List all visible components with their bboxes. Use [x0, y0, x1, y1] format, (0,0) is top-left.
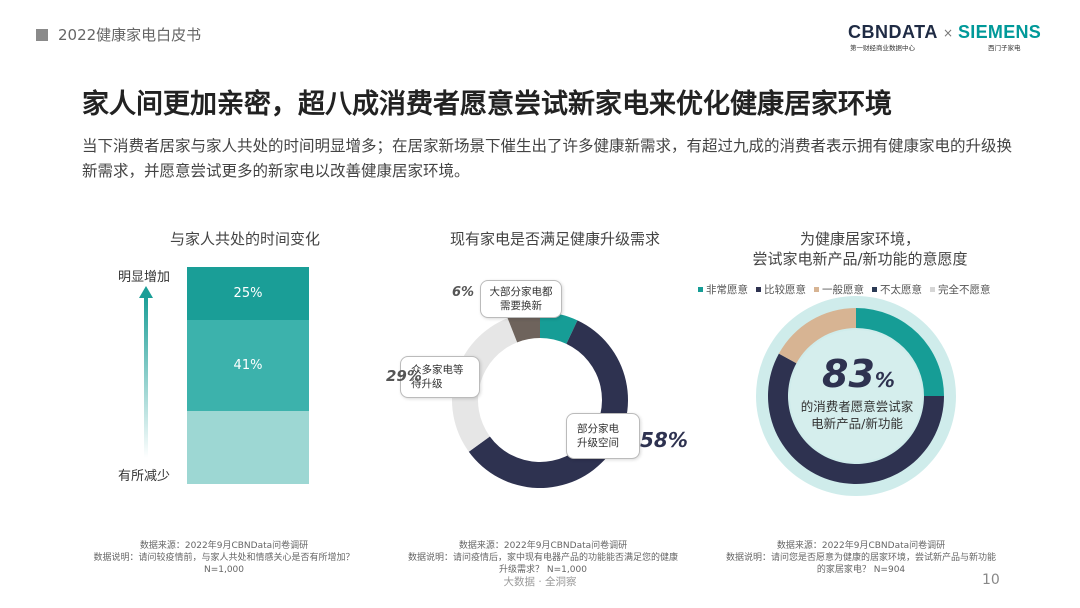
- source-line: 数据来源：2022年9月CBNData问卷调研: [776, 541, 946, 551]
- center-stat: 83 %: [822, 352, 895, 396]
- donut-slice: [778, 308, 856, 364]
- segment-label: 41%: [233, 358, 263, 373]
- axis-bottom-label: 有所减少: [118, 469, 171, 484]
- legend-swatch: [756, 287, 761, 292]
- lead-paragraph: 当下消费者居家与家人共处的时间明显增多；在居家新场景下催生出了许多健康新需求，有…: [82, 137, 1013, 180]
- stack-segment-top: 25%: [187, 267, 309, 320]
- segment-label: 25%: [233, 286, 263, 301]
- source-line: 数据来源：2022年9月CBNData问卷调研: [458, 541, 628, 551]
- center-caption-line: 电新产品/新功能: [811, 416, 903, 431]
- legend-item: 比较愿意: [756, 282, 806, 297]
- center-stat-number: 83: [822, 352, 875, 396]
- legend-swatch: [872, 287, 877, 292]
- donut-slice: [540, 312, 578, 344]
- legend-label: 一般愿意: [822, 284, 864, 296]
- source-line: 数据说明：请问疫情后，家中现有电器产品的功能能否满足您的健康: [407, 553, 678, 563]
- callout-text: 部分家电升级空间: [577, 423, 619, 449]
- mid-donut-chart: [452, 312, 628, 488]
- header-square-icon: [36, 28, 48, 41]
- center-caption: 的消费者愿意尝试家 电新产品/新功能: [790, 398, 924, 432]
- center-stat-percent: %: [874, 368, 895, 392]
- legend-label: 完全不愿意: [938, 284, 991, 296]
- legend-item: 不太愿意: [872, 282, 922, 297]
- legend-item: 一般愿意: [814, 282, 864, 297]
- right-panel-title-1: 为健康居家环境，: [799, 230, 920, 248]
- center-caption-line: 的消费者愿意尝试家: [800, 399, 914, 414]
- donut-slice: [856, 308, 944, 396]
- pct-29: 29%: [386, 367, 422, 385]
- callout-text: 众多家电等待升级: [411, 364, 464, 390]
- siemens-logo: SIEMENS: [958, 22, 1042, 42]
- source-line: N=1,000: [203, 565, 245, 575]
- donut-slice: [452, 318, 518, 452]
- donut-slice: [507, 312, 540, 343]
- legend-label: 比较愿意: [764, 284, 806, 296]
- callout-many-wait: 众多家电等待升级: [400, 356, 480, 398]
- source-line: 数据说明：请问您是否愿意为健康的居家环境，尝试新产品与新功能: [725, 553, 996, 563]
- source-line: 升级需求？ N=1,000: [499, 565, 587, 575]
- cbndata-logo-sub: 第一财经商业数据中心: [850, 44, 915, 52]
- legend-item: 非常愿意: [698, 282, 748, 297]
- legend-item: 完全不愿意: [930, 282, 991, 297]
- axis-top-label: 明显增加: [118, 270, 171, 285]
- legend-swatch: [698, 287, 703, 292]
- legend-swatch: [814, 287, 819, 292]
- source-line: 的家居家电？ N=904: [816, 565, 906, 575]
- mid-source: 数据来源：2022年9月CBNData问卷调研 数据说明：请问疫情后，家中现有电…: [398, 540, 688, 576]
- legend-label: 非常愿意: [706, 284, 748, 296]
- right-ring-chart: [756, 296, 956, 496]
- callout-text: 大部分家电都需要换新: [489, 286, 553, 312]
- page-title: 家人间更加亲密，超八成消费者愿意尝试新家电来优化健康居家环境: [82, 89, 892, 120]
- header-label-text: 2022健康家电白皮书: [58, 26, 202, 44]
- footer-tagline: 大数据 · 全洞察: [503, 576, 577, 588]
- stack-segment-middle: 41%: [187, 320, 309, 411]
- right-source: 数据来源：2022年9月CBNData问卷调研 数据说明：请问您是否愿意为健康的…: [716, 540, 1006, 576]
- left-source: 数据来源：2022年9月CBNData问卷调研 数据说明：请问较疫情前，与家人共…: [84, 540, 364, 576]
- donut-slice: [768, 353, 944, 484]
- legend-swatch: [930, 287, 935, 292]
- brand-separator: ×: [943, 26, 954, 40]
- callout-most-replace: 大部分家电都需要换新: [480, 280, 562, 318]
- cbndata-logo: CBNDATA: [848, 22, 938, 42]
- header-label: 2022健康家电白皮书: [36, 24, 201, 45]
- page-number: 10: [982, 572, 1000, 588]
- ring-inner-disc: [790, 330, 922, 462]
- left-panel-title: 与家人共处的时间变化: [169, 230, 320, 248]
- right-legend: 非常愿意 比较愿意 一般愿意 不太愿意 完全不愿意: [698, 282, 991, 297]
- right-panel-title-2: 尝试家电新产品/新功能的意愿度: [752, 250, 968, 268]
- mid-panel-title: 现有家电是否满足健康升级需求: [449, 230, 660, 248]
- pct-6: 6%: [452, 285, 475, 300]
- siemens-logo-sub: 西门子家电: [988, 44, 1021, 52]
- source-line: 数据来源：2022年9月CBNData问卷调研: [139, 541, 309, 551]
- legend-label: 不太愿意: [880, 284, 922, 296]
- source-line: 数据说明：请问较疫情前，与家人共处和情感关心是否有所增加？: [93, 553, 355, 563]
- pct-58: 58%: [640, 428, 688, 452]
- stack-segment-bottom: [187, 411, 309, 484]
- increase-arrow-icon: [139, 286, 153, 458]
- callout-partial-upgrade: 部分家电升级空间: [566, 413, 640, 459]
